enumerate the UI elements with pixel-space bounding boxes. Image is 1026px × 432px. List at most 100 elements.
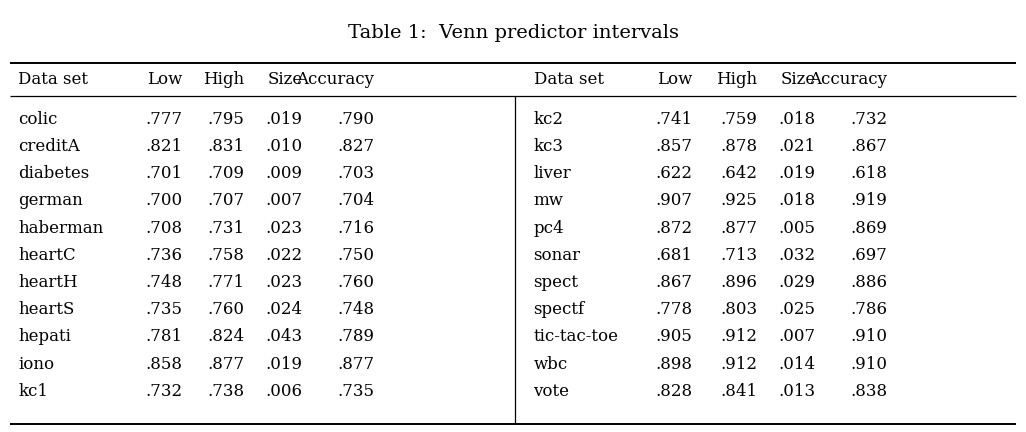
Text: .857: .857 xyxy=(656,138,693,155)
Text: .010: .010 xyxy=(266,138,303,155)
Text: sonar: sonar xyxy=(534,247,581,264)
Text: heartC: heartC xyxy=(18,247,76,264)
Text: .821: .821 xyxy=(146,138,183,155)
Text: .748: .748 xyxy=(338,301,374,318)
Text: german: german xyxy=(18,192,83,210)
Text: .867: .867 xyxy=(656,274,693,291)
Text: .735: .735 xyxy=(338,383,374,400)
Text: .778: .778 xyxy=(656,301,693,318)
Text: .759: .759 xyxy=(720,111,757,128)
Text: vote: vote xyxy=(534,383,569,400)
Text: .021: .021 xyxy=(779,138,816,155)
Text: .014: .014 xyxy=(779,356,816,373)
Text: .786: .786 xyxy=(851,301,887,318)
Text: .703: .703 xyxy=(338,165,374,182)
Text: iono: iono xyxy=(18,356,54,373)
Text: .741: .741 xyxy=(656,111,693,128)
Text: .701: .701 xyxy=(146,165,183,182)
Text: .732: .732 xyxy=(146,383,183,400)
Text: .910: .910 xyxy=(851,328,887,346)
Text: .006: .006 xyxy=(266,383,303,400)
Text: .019: .019 xyxy=(779,165,816,182)
Text: .708: .708 xyxy=(146,219,183,237)
Text: Data set: Data set xyxy=(534,70,603,88)
Text: mw: mw xyxy=(534,192,563,210)
Text: .877: .877 xyxy=(720,219,757,237)
Text: .700: .700 xyxy=(146,192,183,210)
Text: creditA: creditA xyxy=(18,138,80,155)
Text: tic-tac-toe: tic-tac-toe xyxy=(534,328,619,346)
Text: .760: .760 xyxy=(338,274,374,291)
Text: .910: .910 xyxy=(851,356,887,373)
Text: pc4: pc4 xyxy=(534,219,564,237)
Text: kc3: kc3 xyxy=(534,138,563,155)
Text: .898: .898 xyxy=(656,356,693,373)
Text: kc1: kc1 xyxy=(18,383,48,400)
Text: wbc: wbc xyxy=(534,356,567,373)
Text: .024: .024 xyxy=(266,301,303,318)
Text: .831: .831 xyxy=(207,138,244,155)
Text: .905: .905 xyxy=(656,328,693,346)
Text: .043: .043 xyxy=(266,328,303,346)
Text: .869: .869 xyxy=(851,219,887,237)
Text: Size: Size xyxy=(781,70,816,88)
Text: .013: .013 xyxy=(779,383,816,400)
Text: spectf: spectf xyxy=(534,301,585,318)
Text: heartH: heartH xyxy=(18,274,78,291)
Text: Size: Size xyxy=(268,70,303,88)
Text: .896: .896 xyxy=(720,274,757,291)
Text: .760: .760 xyxy=(207,301,244,318)
Text: .777: .777 xyxy=(146,111,183,128)
Text: Table 1:  Venn predictor intervals: Table 1: Venn predictor intervals xyxy=(348,24,678,42)
Text: .025: .025 xyxy=(779,301,816,318)
Text: High: High xyxy=(203,70,244,88)
Text: .828: .828 xyxy=(656,383,693,400)
Text: .622: .622 xyxy=(656,165,693,182)
Text: .732: .732 xyxy=(851,111,887,128)
Text: .838: .838 xyxy=(851,383,887,400)
Text: .019: .019 xyxy=(266,356,303,373)
Text: .795: .795 xyxy=(207,111,244,128)
Text: .748: .748 xyxy=(146,274,183,291)
Text: .877: .877 xyxy=(338,356,374,373)
Text: .912: .912 xyxy=(720,328,757,346)
Text: heartS: heartS xyxy=(18,301,75,318)
Text: liver: liver xyxy=(534,165,571,182)
Text: .681: .681 xyxy=(656,247,693,264)
Text: .735: .735 xyxy=(146,301,183,318)
Text: .886: .886 xyxy=(851,274,887,291)
Text: .731: .731 xyxy=(207,219,244,237)
Text: High: High xyxy=(716,70,757,88)
Text: .877: .877 xyxy=(207,356,244,373)
Text: .007: .007 xyxy=(779,328,816,346)
Text: .872: .872 xyxy=(656,219,693,237)
Text: .713: .713 xyxy=(720,247,757,264)
Text: diabetes: diabetes xyxy=(18,165,89,182)
Text: .789: .789 xyxy=(338,328,374,346)
Text: .824: .824 xyxy=(207,328,244,346)
Text: .009: .009 xyxy=(266,165,303,182)
Text: .736: .736 xyxy=(146,247,183,264)
Text: .032: .032 xyxy=(779,247,816,264)
Text: Low: Low xyxy=(148,70,183,88)
Text: .912: .912 xyxy=(720,356,757,373)
Text: .707: .707 xyxy=(207,192,244,210)
Text: .771: .771 xyxy=(207,274,244,291)
Text: spect: spect xyxy=(534,274,579,291)
Text: Accuracy: Accuracy xyxy=(810,70,887,88)
Text: .716: .716 xyxy=(338,219,374,237)
Text: .704: .704 xyxy=(338,192,374,210)
Text: .029: .029 xyxy=(779,274,816,291)
Text: kc2: kc2 xyxy=(534,111,563,128)
Text: .858: .858 xyxy=(146,356,183,373)
Text: .618: .618 xyxy=(851,165,887,182)
Text: .907: .907 xyxy=(656,192,693,210)
Text: .841: .841 xyxy=(720,383,757,400)
Text: .919: .919 xyxy=(851,192,887,210)
Text: Data set: Data set xyxy=(18,70,88,88)
Text: .697: .697 xyxy=(851,247,887,264)
Text: haberman: haberman xyxy=(18,219,104,237)
Text: .018: .018 xyxy=(779,111,816,128)
Text: .925: .925 xyxy=(720,192,757,210)
Text: .019: .019 xyxy=(266,111,303,128)
